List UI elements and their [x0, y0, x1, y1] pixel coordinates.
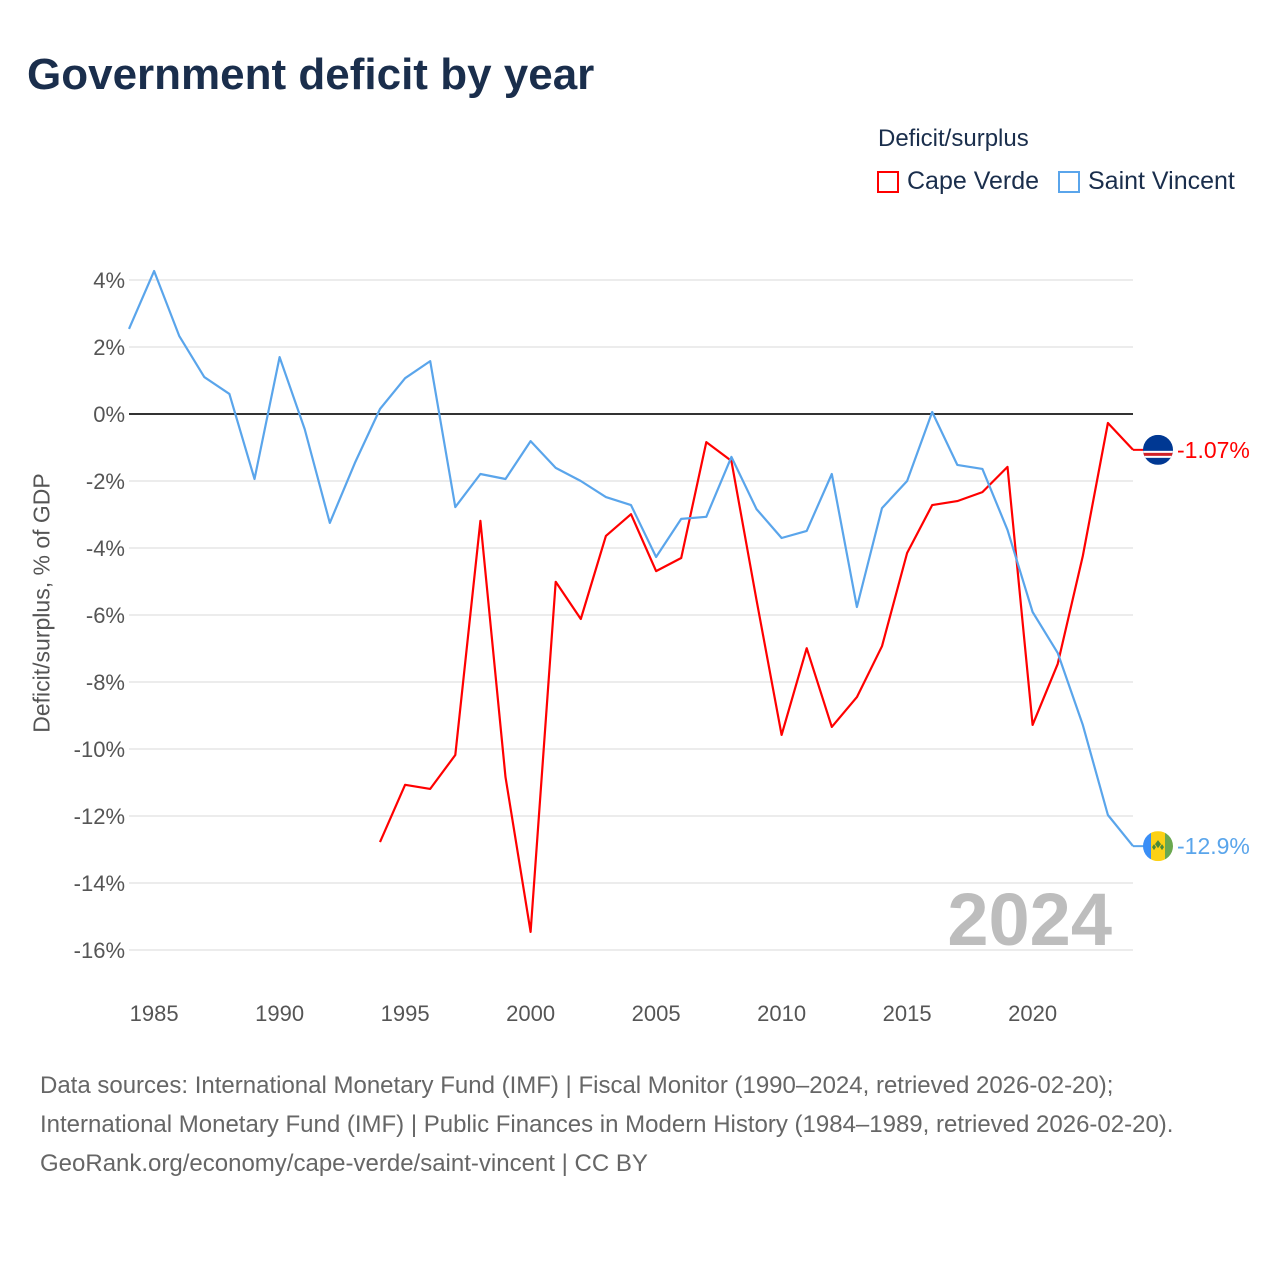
x-tick-label: 2020: [1008, 1001, 1057, 1026]
y-tick-label: -8%: [86, 670, 125, 695]
y-tick-label: -2%: [86, 469, 125, 494]
y-tick-label: 0%: [93, 402, 125, 427]
y-tick-label: -16%: [74, 938, 125, 963]
end-value-label: -12.9%: [1177, 833, 1250, 859]
series-line-saint-vincent: [127, 269, 1134, 847]
legend-item-cape-verde[interactable]: Cape Verde: [877, 167, 1039, 196]
series-line-cape-verde: [378, 421, 1134, 934]
cape-verde-flag-icon: [1143, 434, 1173, 465]
x-tick-label: 1985: [130, 1001, 179, 1026]
y-tick-label: 4%: [93, 268, 125, 293]
x-tick-label: 1995: [381, 1001, 430, 1026]
legend-item-saint-vincent[interactable]: Saint Vincent: [1058, 167, 1235, 196]
y-tick-label: -6%: [86, 603, 125, 628]
legend-swatch: [1058, 170, 1080, 193]
chart-title: Government deficit by year: [27, 50, 595, 99]
data-sources-text: Data sources: International Monetary Fun…: [40, 1072, 1174, 1138]
saint-vincent-flag-icon: [1143, 831, 1173, 862]
y-tick-label: -10%: [74, 737, 125, 762]
x-tick-label: 2010: [757, 1001, 806, 1026]
y-tick-label: -14%: [74, 871, 125, 896]
y-tick-label: -4%: [86, 536, 125, 561]
x-tick-label: 2000: [506, 1001, 555, 1026]
legend-title: Deficit/surplus: [878, 125, 1029, 152]
legend-swatch: [877, 170, 899, 193]
legend-label: Cape Verde: [907, 167, 1040, 195]
legend-label: Saint Vincent: [1088, 167, 1235, 195]
x-tick-label: 1990: [255, 1001, 304, 1026]
year-watermark: 2024: [947, 878, 1112, 961]
attribution-link[interactable]: GeoRank.org/economy/cape-verde/saint-vin…: [40, 1150, 648, 1177]
x-tick-label: 2005: [632, 1001, 681, 1026]
x-tick-label: 2015: [883, 1001, 932, 1026]
end-value-label: -1.07%: [1177, 437, 1250, 463]
y-tick-label: -12%: [74, 804, 125, 829]
sources: Data sources: International Monetary Fun…: [40, 1066, 1240, 1183]
y-tick-label: 2%: [93, 335, 125, 360]
line-chart: 4% 2% 0% -2% -4% -6% -8% -10% -12% -14% -16% 1985 19…: [74, 268, 1250, 1026]
